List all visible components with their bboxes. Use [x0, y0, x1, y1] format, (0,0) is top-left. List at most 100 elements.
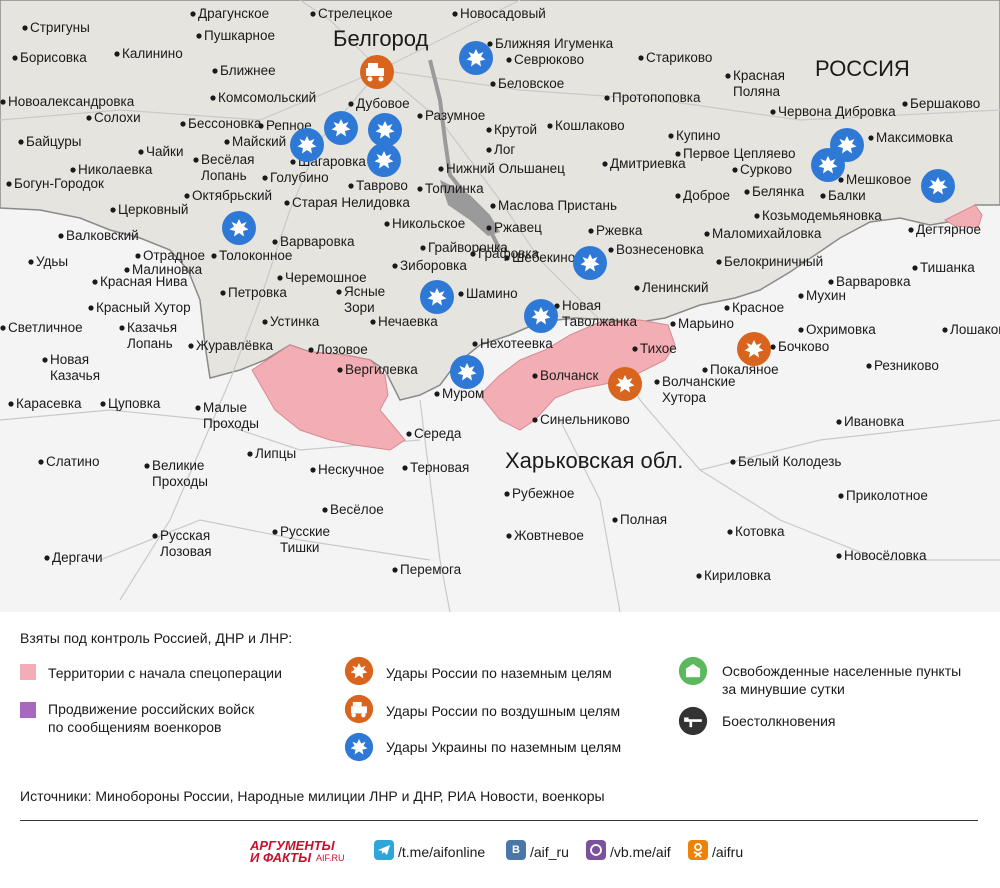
- settlement-dot: [180, 121, 186, 127]
- settlement-dot: [588, 228, 594, 234]
- ukr-ground-strike-icon: [344, 732, 374, 762]
- settlement-dot: [820, 193, 826, 199]
- place-name: Дубовое: [356, 96, 410, 111]
- place-label: Маслова Пристань: [490, 198, 617, 213]
- place-name: Репное: [266, 118, 312, 133]
- advance-swatch: [20, 702, 36, 718]
- place-name: Протопоповка: [612, 90, 701, 105]
- place-name: Солохи: [94, 110, 141, 125]
- place-label: Стригуны: [22, 20, 90, 35]
- settlement-dot: [420, 245, 426, 251]
- settlement-dot: [547, 123, 553, 129]
- settlement-dot: [654, 379, 660, 385]
- place-name: Нехотеевка: [480, 336, 553, 351]
- place-label: Волчанск: [532, 368, 599, 383]
- place-name: Пушкарное: [204, 28, 275, 43]
- place-label: Купино: [668, 128, 720, 143]
- settlement-dot: [100, 401, 106, 407]
- place-label: Новосадовый: [452, 6, 546, 21]
- place-label: Нехотеевка: [472, 336, 553, 351]
- place-name: Приколотное: [846, 488, 928, 503]
- place-label: Белокриничный: [716, 254, 823, 269]
- place-name: Графовка: [478, 246, 540, 261]
- place-name: Рубежное: [512, 486, 574, 501]
- place-name: Шебекино: [512, 250, 575, 265]
- place-label: Красная Поляна: [725, 68, 785, 99]
- ukr-ground-strike-icon: [524, 299, 558, 333]
- place-label: Комсомольский: [210, 90, 316, 105]
- place-label: Ржавец: [486, 220, 542, 235]
- place-name: Комсомольский: [218, 90, 316, 105]
- place-label: Тишанка: [912, 260, 975, 275]
- place-label: Марьино: [670, 316, 734, 331]
- place-label: Ржевка: [588, 223, 643, 238]
- vk-icon[interactable]: В: [506, 840, 526, 860]
- place-name: Красная Нива: [100, 274, 188, 289]
- place-name: Белокриничный: [724, 254, 823, 269]
- settlement-dot: [472, 341, 478, 347]
- place-label: Котовка: [727, 524, 785, 539]
- settlement-dot: [290, 159, 296, 165]
- settlement-dot: [504, 491, 510, 497]
- place-name: Малые Проходы: [203, 400, 259, 431]
- place-label: Лошаково: [942, 322, 1000, 337]
- place-label: Протопоповка: [604, 90, 701, 105]
- ok-link[interactable]: /aifru: [712, 844, 744, 860]
- viber-link[interactable]: /vb.me/aif: [610, 844, 671, 860]
- place-label: Дмитриевка: [602, 156, 686, 171]
- settlement-dot: [704, 231, 710, 237]
- place-label: Светличное: [0, 320, 83, 335]
- place-label: Майский: [224, 134, 286, 149]
- place-name: Весёлое: [330, 502, 384, 517]
- place-name: Марьино: [678, 316, 734, 331]
- place-name: Валковский: [66, 228, 139, 243]
- place-label: Новоалександровка: [0, 94, 135, 109]
- place-label: Варваровка: [272, 234, 355, 249]
- place-label: Ближнее: [212, 63, 276, 78]
- place-name: Купино: [676, 128, 720, 143]
- settlement-dot: [632, 346, 638, 352]
- place-name: Зиборовка: [400, 258, 467, 273]
- place-label: Богун-Городок: [6, 176, 104, 191]
- rus-strike-markers: [608, 332, 771, 401]
- settlement-dot: [798, 293, 804, 299]
- settlement-dot: [724, 305, 730, 311]
- telegram-icon[interactable]: [374, 840, 394, 860]
- place-name: Кошлаково: [555, 118, 625, 133]
- place-name: Борисовка: [20, 50, 87, 65]
- vk-link[interactable]: /aif_ru: [530, 844, 569, 860]
- place-label: Весёлое: [322, 502, 384, 517]
- settlement-dot: [838, 177, 844, 183]
- place-name: Николаевка: [78, 162, 153, 177]
- territory-swatch: [20, 664, 36, 680]
- place-name: Петровка: [228, 285, 287, 300]
- place-label: Белый Колодезь: [730, 454, 841, 469]
- ok-icon[interactable]: [688, 840, 708, 860]
- viber-icon[interactable]: [586, 840, 606, 860]
- liberated-flag-icon: [678, 656, 708, 686]
- settlement-dot: [384, 221, 390, 227]
- telegram-link[interactable]: /t.me/aifonline: [398, 844, 486, 860]
- place-name: Перемога: [400, 562, 462, 577]
- settlement-dot: [638, 55, 644, 61]
- place-name: Ясные Зори: [344, 284, 385, 315]
- place-name: Черемошное: [285, 270, 367, 285]
- place-name: Ближнее: [220, 63, 276, 78]
- legend: Взяты под контроль Россией, ДНР и ЛНР: Т…: [0, 612, 1000, 888]
- settlement-dot: [262, 175, 268, 181]
- place-label: Шамино: [458, 286, 518, 301]
- settlement-dot: [532, 373, 538, 379]
- ukr-ground-strike-icon: [222, 211, 256, 245]
- place-label: Карасевка: [8, 396, 82, 411]
- place-label: Слатино: [38, 454, 100, 469]
- place-label: Козьмодемьяновка: [754, 208, 882, 223]
- place-label: Церковный: [110, 202, 188, 217]
- settlement-dot: [506, 57, 512, 63]
- settlement-dot: [190, 11, 196, 17]
- place-label: Топлинка: [417, 181, 484, 196]
- settlement-dot: [828, 279, 834, 285]
- region-label: Харьковская обл.: [505, 448, 683, 473]
- legend-battle: Боестолкновения: [722, 713, 836, 729]
- settlement-dot: [42, 357, 48, 363]
- place-name: Котовка: [735, 524, 785, 539]
